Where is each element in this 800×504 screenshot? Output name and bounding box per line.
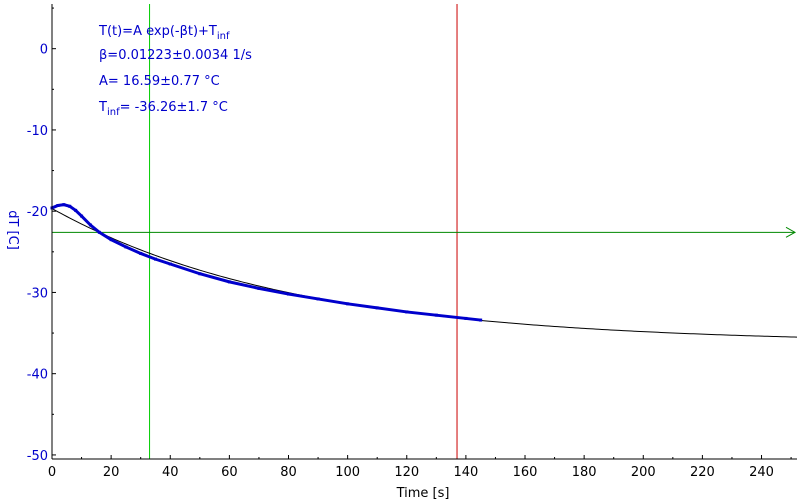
- fit-amplitude: A= 16.59±0.77 °C: [99, 74, 220, 89]
- data-point: [74, 208, 78, 212]
- x-tick-label: 40: [162, 465, 179, 480]
- data-point: [405, 310, 409, 314]
- y-tick-label: -40: [27, 368, 48, 383]
- cursor-layer: [52, 4, 797, 459]
- data-series-line: [51, 203, 481, 322]
- fit-tinf: Tinf= -36.26±1.7 °C: [98, 100, 228, 118]
- x-tick-label: 140: [453, 465, 478, 480]
- data-point: [316, 297, 320, 301]
- y-tick-label: -50: [27, 449, 48, 464]
- data-point: [434, 313, 438, 317]
- data-point: [346, 302, 350, 306]
- fit-layer: [51, 208, 798, 338]
- y-tick-label: -30: [27, 286, 48, 301]
- data-point: [198, 272, 202, 276]
- data-point: [56, 204, 60, 207]
- cursor-arrow-icon: [785, 226, 797, 238]
- y-axis-label: dT [C]: [5, 210, 20, 250]
- data-point: [124, 245, 128, 249]
- data-point: [227, 280, 231, 284]
- y-tick-label: -10: [27, 124, 48, 139]
- fit-formula: T(t)=A exp(-βt)+Tinf: [98, 24, 230, 42]
- fit-beta: β=0.01223±0.0034 1/s: [99, 48, 252, 63]
- data-point: [479, 318, 483, 322]
- data-point: [168, 262, 172, 266]
- data-point: [88, 223, 92, 227]
- y-tick-label: -20: [27, 205, 48, 220]
- fit-annotation: T(t)=A exp(-βt)+Tinf β=0.01223±0.0034 1/…: [98, 24, 252, 118]
- data-point: [464, 316, 468, 320]
- data-point: [109, 238, 113, 242]
- tick-layer: 0 20 40 60 80 100 120 140 160 180 200 220 240 0 -10 -20…: [27, 7, 792, 480]
- x-tick-label: 240: [749, 465, 774, 480]
- x-tick-label: 0: [48, 465, 56, 480]
- x-tick-label: 220: [690, 465, 715, 480]
- axes: [51, 4, 797, 460]
- data-point: [80, 214, 84, 218]
- data-point: [139, 251, 143, 255]
- x-tick-label: 200: [631, 465, 656, 480]
- x-tick-label: 180: [572, 465, 597, 480]
- data-point: [97, 230, 101, 234]
- data-point: [62, 203, 66, 207]
- x-tick-label: 60: [221, 465, 238, 480]
- x-tick-label: 80: [280, 465, 297, 480]
- x-tick-label: 120: [394, 465, 419, 480]
- fit-curve: [51, 208, 798, 338]
- data-point: [153, 257, 157, 261]
- data-point: [257, 286, 261, 290]
- data-point: [375, 306, 379, 310]
- data-point: [68, 204, 72, 208]
- y-tick-label: 0: [40, 43, 48, 58]
- x-tick-label: 20: [103, 465, 120, 480]
- x-tick-label: 160: [513, 465, 538, 480]
- x-axis-label: Time [s]: [396, 486, 450, 501]
- data-layer: [50, 203, 483, 322]
- data-point: [287, 292, 291, 296]
- x-tick-label: 100: [335, 465, 360, 480]
